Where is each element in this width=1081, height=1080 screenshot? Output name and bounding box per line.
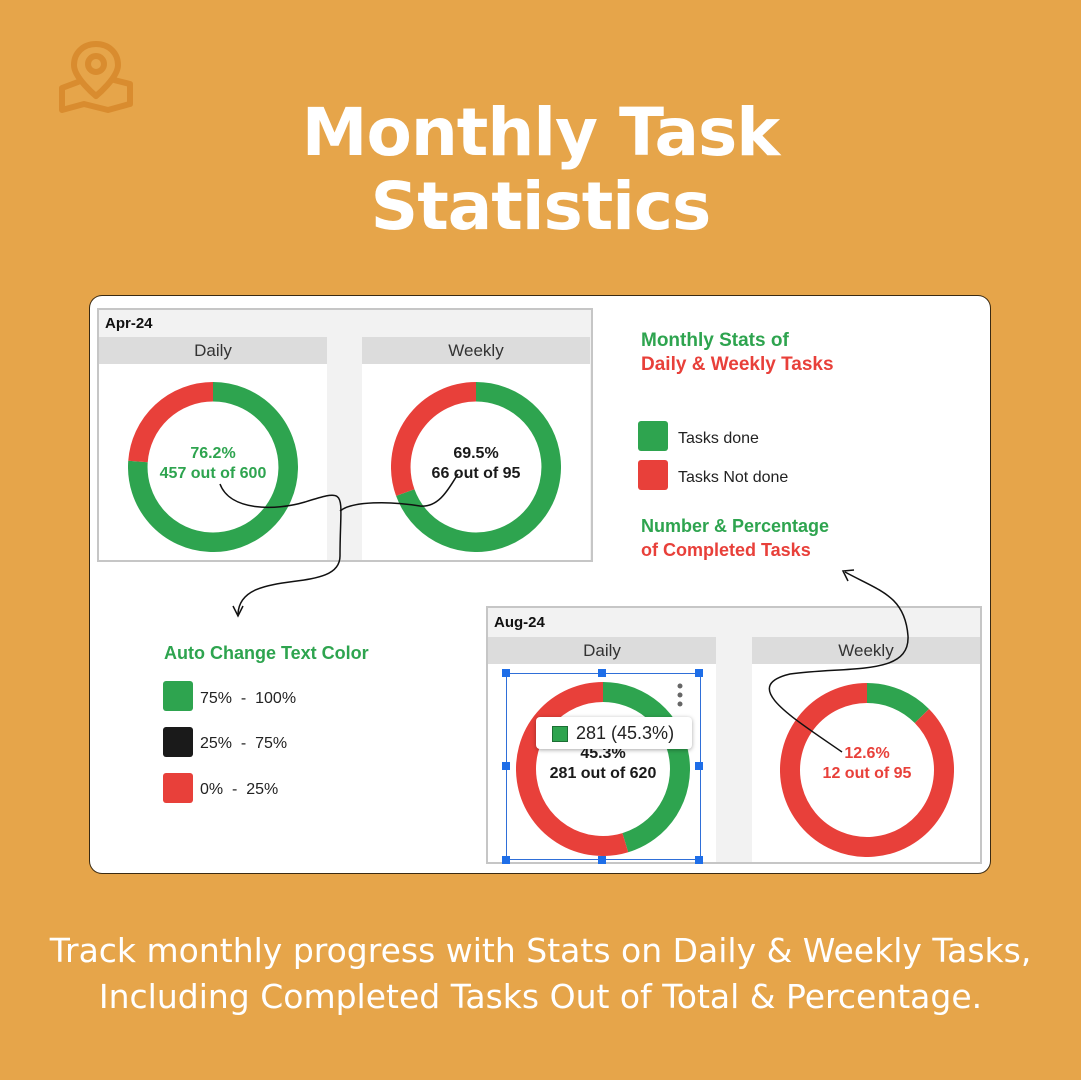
- apr-weekly-donut: [391, 382, 561, 552]
- stats-heading-line1: Monthly Stats of: [641, 330, 789, 351]
- resize-handle-mr[interactable]: [695, 762, 703, 770]
- apr-weekly-percent: 69.5%: [453, 445, 499, 462]
- legend-swatch-not-done: [638, 460, 668, 490]
- range-swatch-mid: [163, 727, 193, 757]
- resize-handle-bl[interactable]: [502, 856, 510, 864]
- arrow-head-up: [841, 569, 855, 582]
- resize-handle-tr[interactable]: [695, 669, 703, 677]
- page-title-line2: Statistics: [370, 168, 712, 245]
- map-pin-icon: [59, 41, 133, 113]
- apr-weekly-count: 66 out of 95: [431, 465, 521, 482]
- range-swatch-high: [163, 681, 193, 711]
- tooltip-swatch: [552, 726, 568, 742]
- more-options-icon[interactable]: [674, 682, 686, 708]
- aug-daily-center: 45.3% 281 out of 620: [516, 744, 690, 784]
- resize-handle-bm[interactable]: [598, 856, 606, 864]
- footer-line1: Track monthly progress with Stats on Dai…: [49, 931, 1032, 970]
- aug-daily-percent: 45.3%: [580, 745, 626, 762]
- chart-tooltip: 281 (45.3%): [536, 717, 692, 749]
- legend-label-done: Tasks done: [678, 430, 759, 447]
- apr-daily-center: 76.2% 457 out of 600: [128, 444, 298, 484]
- slice-done-3[interactable]: [866, 683, 930, 724]
- number-heading: Number & Percentage of Completed Tasks: [641, 514, 829, 562]
- aug-weekly-center: 12.6% 12 out of 95: [780, 744, 954, 784]
- annotation-arrows: [219, 473, 909, 753]
- aug-weekly-percent: 12.6%: [844, 745, 890, 762]
- apr-daily-header: Daily: [99, 337, 327, 364]
- apr-daily-donut: [128, 382, 298, 552]
- aug-weekly-count: 12 out of 95: [822, 765, 912, 782]
- slice-not-done-1[interactable]: [391, 382, 477, 496]
- slice-not-done-2[interactable]: [516, 682, 629, 856]
- apr-daily-count: 457 out of 600: [159, 465, 267, 482]
- aug-daily-count: 281 out of 620: [549, 765, 657, 782]
- aug-daily-donut: [516, 682, 690, 856]
- apr-label: Apr-24: [105, 315, 153, 332]
- stats-heading: Monthly Stats of Daily & Weekly Tasks: [641, 329, 834, 377]
- legend-label-not-done: Tasks Not done: [678, 469, 789, 486]
- resize-handle-tl[interactable]: [502, 669, 510, 677]
- arrow-to-number-heading: [768, 571, 909, 753]
- aug-label: Aug-24: [494, 614, 545, 631]
- footer-line2: Including Completed Tasks Out of Total &…: [98, 977, 983, 1016]
- arrow-head-down: [232, 605, 244, 618]
- dashboard-card: Apr-24 Daily Weekly 76.2% 457 out of 600…: [90, 296, 990, 873]
- slice-not-done-0[interactable]: [128, 382, 214, 463]
- aug-weekly-header: Weekly: [752, 637, 980, 664]
- apr-weekly-center: 69.5% 66 out of 95: [391, 444, 561, 484]
- resize-handle-ml[interactable]: [502, 762, 510, 770]
- auto-color-title: Auto Change Text Color: [164, 643, 369, 663]
- page-title-line1: Monthly Task: [301, 94, 780, 171]
- slice-done-0[interactable]: [128, 382, 298, 552]
- range-label-high: 75% - 100%: [200, 690, 297, 707]
- range-label-low: 0% - 25%: [200, 781, 279, 798]
- arrow-to-auto-color: [219, 483, 342, 615]
- number-heading-line2: of Completed Tasks: [641, 540, 811, 560]
- slice-done-2[interactable]: [602, 682, 690, 853]
- range-label-mid: 25% - 75%: [200, 735, 288, 752]
- arrow-connector-weekly: [339, 473, 459, 512]
- apr-weekly-header: Weekly: [362, 337, 590, 364]
- legend-swatch-done: [638, 421, 668, 451]
- aug-weekly-donut: [780, 683, 954, 857]
- resize-handle-br[interactable]: [695, 856, 703, 864]
- stats-heading-line2: Daily & Weekly Tasks: [641, 354, 834, 375]
- slice-done-1[interactable]: [396, 382, 561, 552]
- number-heading-line1: Number & Percentage: [641, 516, 830, 536]
- slice-not-done-3[interactable]: [780, 683, 954, 857]
- range-swatch-low: [163, 773, 193, 803]
- resize-handle-tm[interactable]: [598, 669, 606, 677]
- apr-daily-percent: 76.2%: [190, 445, 236, 462]
- aug-daily-header: Daily: [488, 637, 716, 664]
- tooltip-text: 281 (45.3%): [576, 723, 675, 743]
